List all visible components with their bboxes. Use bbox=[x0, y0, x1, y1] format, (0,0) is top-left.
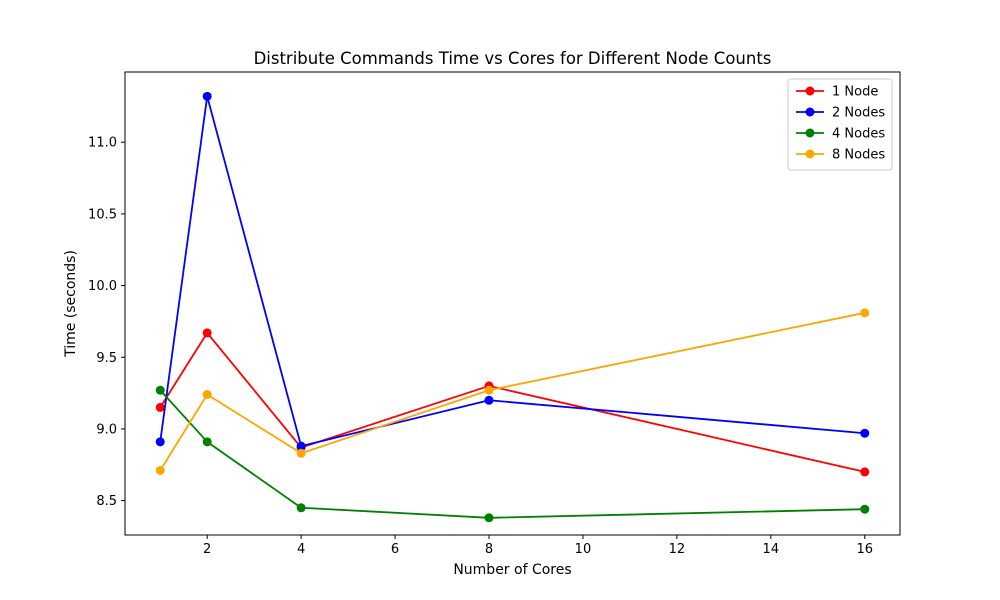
y-tick-label: 10.0 bbox=[88, 279, 117, 294]
y-tick-label: 9.5 bbox=[96, 351, 117, 366]
legend-item: 8 Nodes bbox=[796, 148, 885, 163]
plot-frame bbox=[124, 71, 901, 536]
data-point bbox=[860, 308, 870, 318]
series-4-nodes bbox=[155, 385, 870, 523]
legend-label: 2 Nodes bbox=[832, 106, 885, 121]
legend-swatch-marker bbox=[805, 149, 815, 159]
chart-title: Distribute Commands Time vs Cores for Di… bbox=[254, 49, 772, 68]
legend-item: 1 Node bbox=[796, 85, 878, 100]
data-point bbox=[860, 504, 870, 514]
series-2-nodes bbox=[155, 91, 870, 451]
x-tick-label: 10 bbox=[575, 542, 592, 557]
data-point bbox=[202, 328, 212, 338]
data-point bbox=[202, 390, 212, 400]
legend-box bbox=[787, 78, 893, 171]
x-tick-label: 8 bbox=[485, 542, 493, 557]
x-tick-label: 16 bbox=[856, 542, 873, 557]
y-tick-label: 11.0 bbox=[88, 136, 117, 151]
y-tick-label: 10.5 bbox=[88, 207, 117, 222]
x-tick-label: 14 bbox=[763, 542, 780, 557]
legend: 1 Node 2 Nodes 4 Nodes 8 Nodes bbox=[787, 78, 893, 171]
legend-swatch-marker bbox=[805, 128, 815, 138]
axes: 2 4 6 8 10 12 14 16 8.5 9.0 9.5 10.0 10.5 11.0 bbox=[88, 136, 873, 557]
legend-label: 1 Node bbox=[832, 85, 878, 100]
x-tick-label: 2 bbox=[203, 542, 211, 557]
series-layer bbox=[155, 91, 870, 523]
x-tick-label: 6 bbox=[391, 542, 399, 557]
y-axis-title: Time (seconds) bbox=[63, 250, 79, 358]
data-point bbox=[484, 385, 494, 395]
legend-swatch-marker bbox=[805, 86, 815, 96]
y-tick-label: 8.5 bbox=[96, 494, 117, 509]
series-8-nodes bbox=[155, 308, 870, 475]
legend-label: 4 Nodes bbox=[832, 127, 885, 142]
x-tick-label: 4 bbox=[297, 542, 305, 557]
data-point bbox=[296, 441, 306, 451]
data-point bbox=[202, 437, 212, 447]
legend-swatch-marker bbox=[805, 107, 815, 117]
data-point bbox=[860, 428, 870, 438]
data-point bbox=[484, 513, 494, 523]
data-point bbox=[202, 91, 212, 101]
data-point bbox=[155, 385, 165, 395]
data-point bbox=[155, 437, 165, 447]
data-point bbox=[155, 402, 165, 412]
data-point bbox=[296, 503, 306, 513]
x-tick-label: 12 bbox=[669, 542, 686, 557]
legend-item: 2 Nodes bbox=[796, 106, 885, 121]
legend-item: 4 Nodes bbox=[796, 127, 885, 142]
legend-label: 8 Nodes bbox=[832, 148, 885, 163]
y-tick-label: 9.0 bbox=[96, 422, 117, 437]
data-point bbox=[860, 467, 870, 477]
data-point bbox=[155, 465, 165, 475]
data-point bbox=[296, 448, 306, 458]
data-point bbox=[484, 395, 494, 405]
x-axis-title: Number of Cores bbox=[453, 562, 571, 578]
